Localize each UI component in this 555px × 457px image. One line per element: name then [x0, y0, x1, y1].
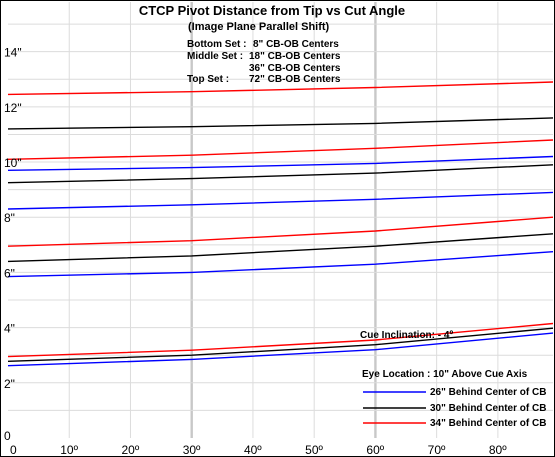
series-line	[7, 322, 554, 358]
series-line	[7, 233, 554, 263]
y-tick-label: 6"	[4, 266, 15, 280]
y-tick-label: 8"	[4, 211, 15, 225]
y-tick-label: 4"	[4, 322, 15, 336]
set-info-block: Bottom Set : 8" CB-OB Centers Middle Set…	[187, 39, 341, 85]
legend-label: 34" Behind Center of CB	[430, 418, 546, 429]
legend-label: 26" Behind Center of CB	[430, 387, 546, 398]
series-line	[7, 332, 554, 367]
series-line	[7, 327, 554, 362]
series-line	[7, 81, 554, 96]
set-info-value: 18" CB-OB Centers	[249, 51, 341, 62]
legend-label: 30" Behind Center of CB	[430, 403, 546, 414]
series-line	[7, 164, 554, 184]
legend: 26" Behind Center of CB 30" Behind Cente…	[363, 387, 546, 429]
series-line	[7, 155, 554, 171]
cue-inclination-note: Cue Inclination: - 4º	[360, 330, 453, 341]
set-info-value: 36" CB-OB Centers	[249, 63, 341, 74]
eye-location-note: Eye Location : 10" Above Cue Axis	[362, 369, 528, 380]
x-tick-label: 80º	[489, 443, 507, 457]
y-tick-label: 2"	[4, 377, 15, 391]
set-info-value: 8" CB-OB Centers	[253, 39, 339, 50]
set-info-label: Top Set :	[187, 74, 229, 85]
x-tick-label: 30º	[183, 443, 201, 457]
x-tick-label: 0	[10, 443, 17, 457]
x-tick-label: 70º	[428, 443, 446, 457]
y-tick-label: 12"	[4, 101, 22, 115]
y-tick-label: 0	[4, 429, 11, 443]
set-info-value: 72" CB-OB Centers	[249, 74, 341, 85]
x-tick-label: 60º	[366, 443, 384, 457]
y-tick-labels: 0 2" 4" 6" 8" 10" 12" 14"	[4, 46, 22, 443]
y-tick-label: 14"	[4, 46, 22, 60]
set-info-label: Bottom Set :	[187, 39, 246, 50]
x-tick-label: 40º	[244, 443, 262, 457]
series-line	[7, 117, 554, 130]
series-line	[7, 251, 554, 278]
series-line	[7, 216, 554, 247]
x-tick-label: 50º	[305, 443, 323, 457]
series-lines	[7, 81, 554, 367]
y-tick-label: 10"	[4, 156, 22, 170]
series-line	[7, 191, 554, 210]
chart-subtitle: (Image Plane Parallel Shift)	[188, 21, 330, 33]
set-info-label: Middle Set :	[187, 51, 243, 62]
series-line	[7, 139, 554, 160]
chart-title: CTCP Pivot Distance from Tip vs Cut Angl…	[139, 3, 405, 18]
x-tick-label: 10º	[60, 443, 78, 457]
x-tick-label: 20º	[121, 443, 139, 457]
x-tick-labels: 0 10º 20º 30º 40º 50º 60º 70º 80º	[10, 443, 507, 457]
grid	[8, 2, 553, 438]
